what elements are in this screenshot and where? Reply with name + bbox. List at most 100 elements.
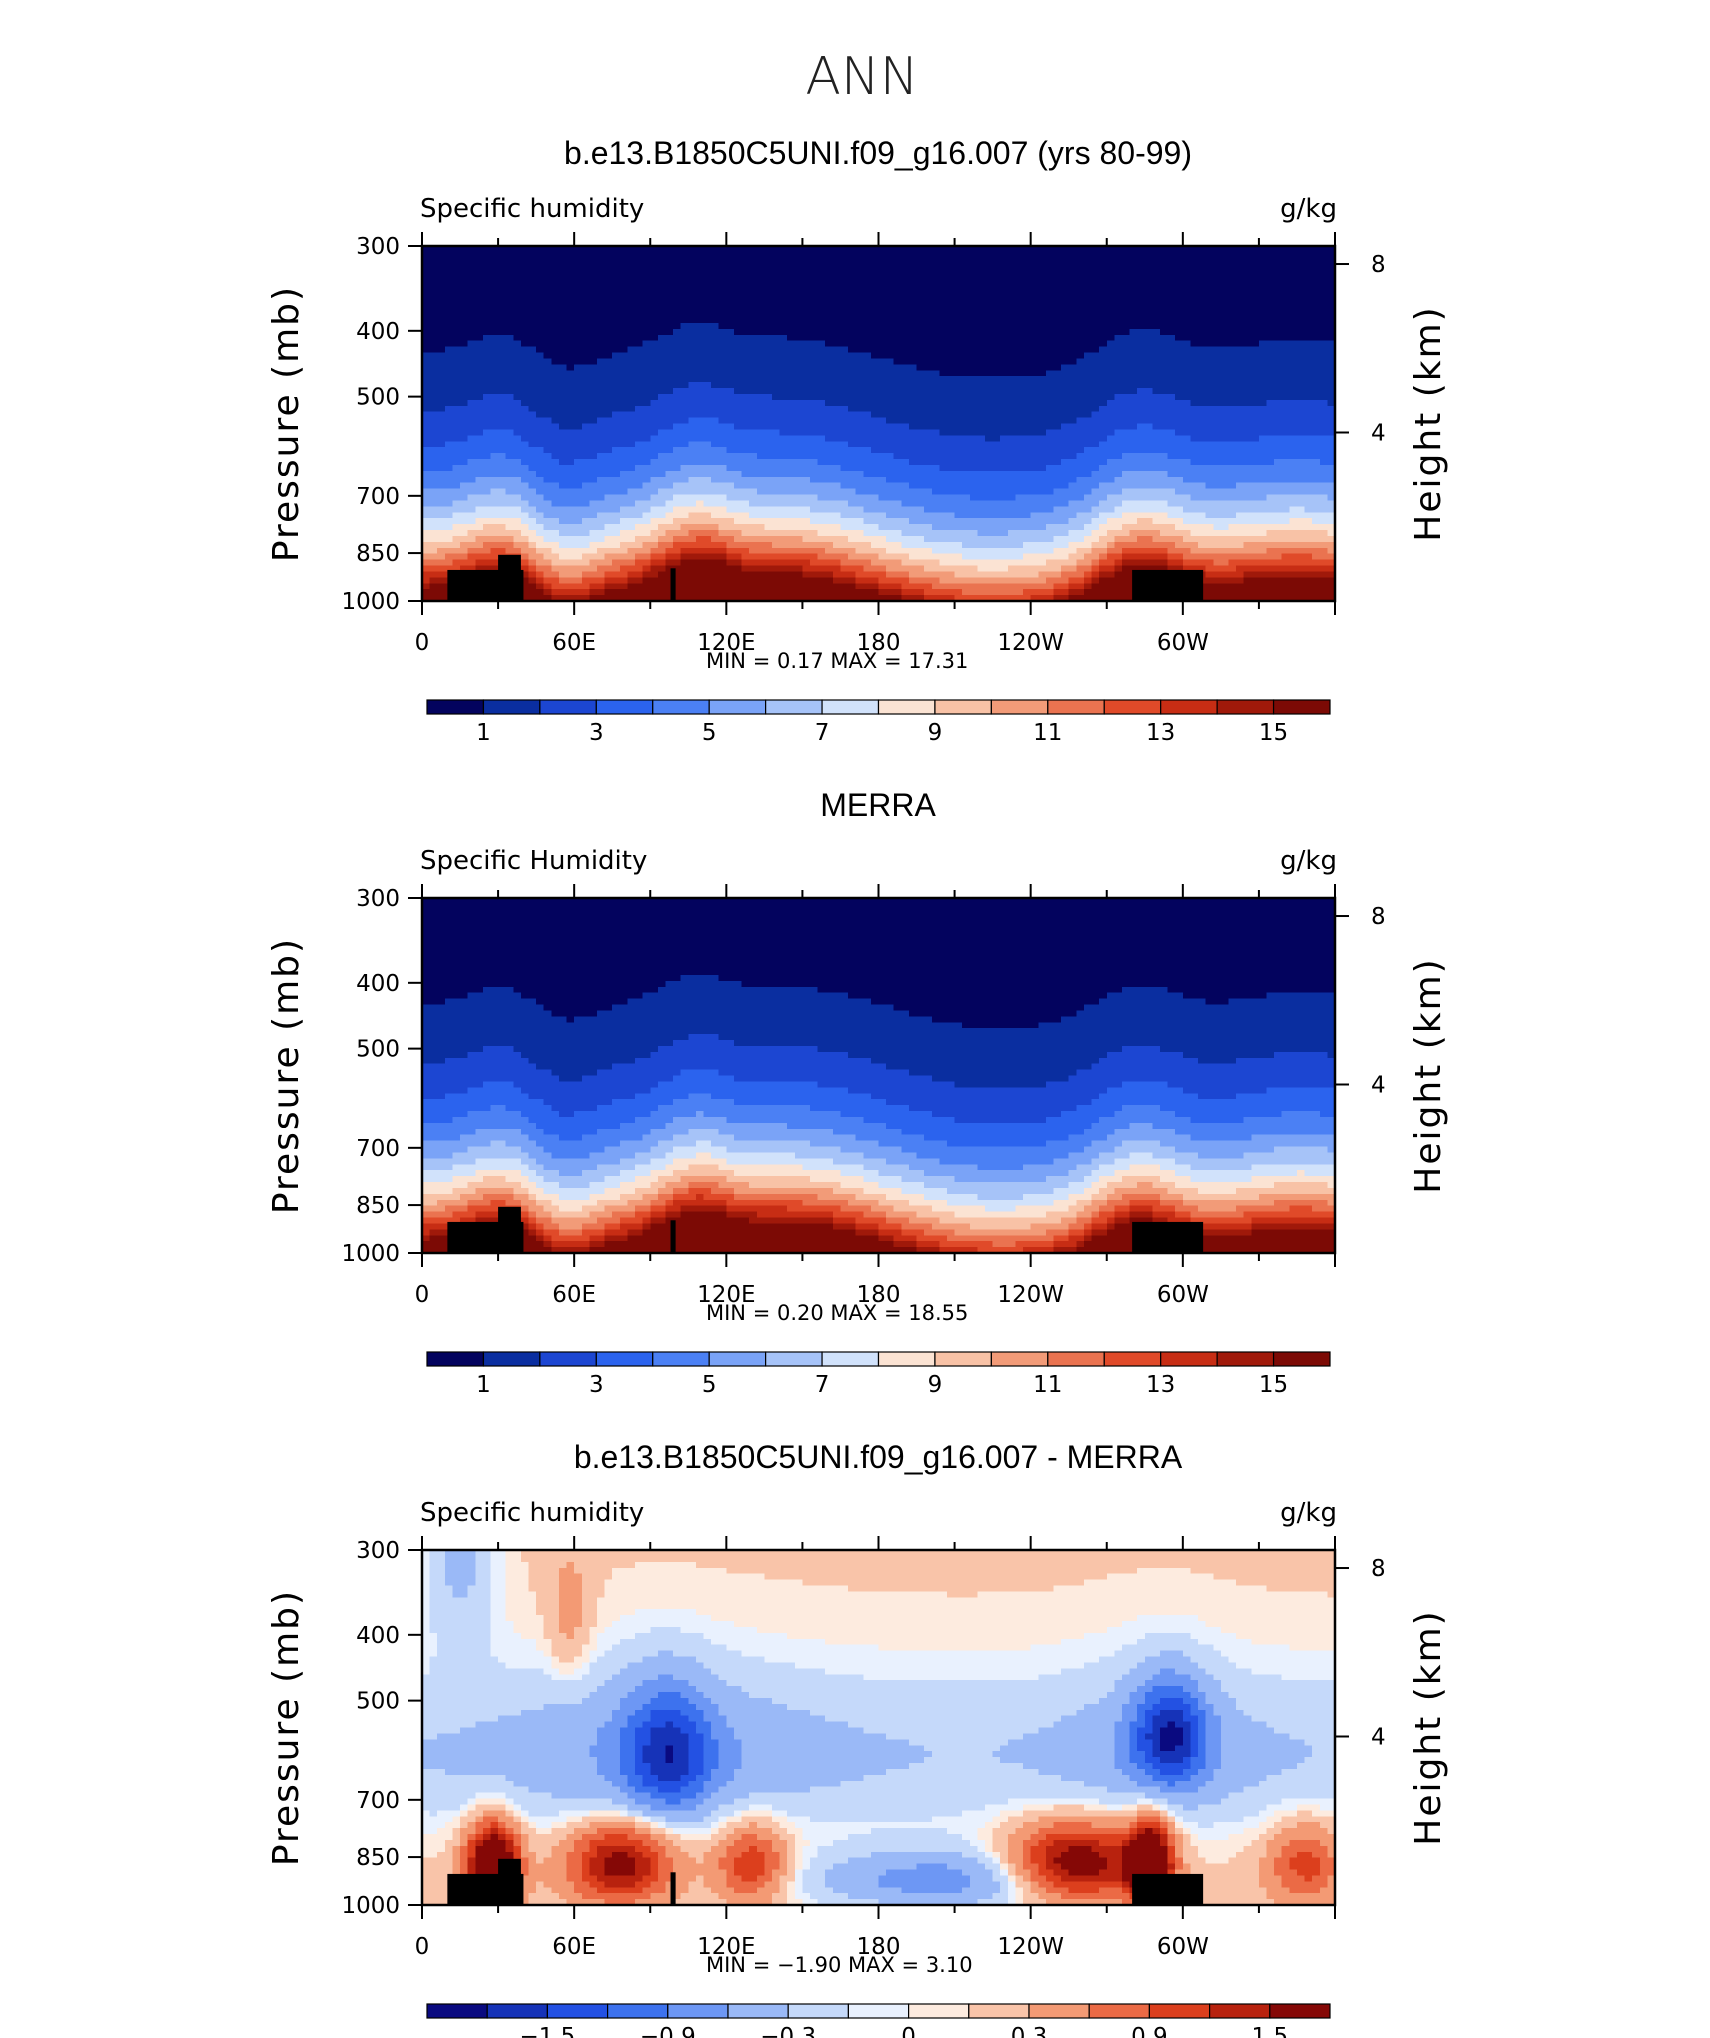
- field-cell: [1114, 441, 1123, 448]
- field-cell: [946, 340, 956, 348]
- field-cell: [1061, 269, 1070, 277]
- field-cell: [581, 305, 590, 312]
- field-cell: [1121, 340, 1131, 348]
- field-cell: [551, 352, 560, 360]
- field-cell: [589, 346, 598, 354]
- field-cell: [817, 263, 826, 271]
- field-cell: [954, 340, 963, 348]
- field-cell: [604, 281, 613, 289]
- field-cell: [444, 423, 454, 431]
- field-cell: [673, 358, 682, 365]
- field-cell: [520, 441, 530, 448]
- field-cell: [1190, 328, 1199, 336]
- field-cell: [954, 293, 963, 300]
- field-cell: [444, 417, 454, 425]
- field-cell: [551, 476, 560, 484]
- field-cell: [756, 263, 765, 271]
- field-cell: [513, 447, 522, 454]
- field-cell: [460, 476, 469, 484]
- field-cell: [1061, 441, 1070, 448]
- field-cell: [962, 435, 971, 442]
- field-cell: [908, 340, 918, 348]
- field-cell: [1327, 257, 1336, 265]
- field-cell: [1121, 382, 1131, 389]
- field-cell: [741, 488, 750, 496]
- field-cell: [962, 322, 971, 330]
- field-cell: [673, 317, 682, 324]
- field-cell: [741, 334, 750, 342]
- field-cell: [1205, 358, 1214, 365]
- field-cell: [422, 435, 431, 442]
- field-cell: [1083, 370, 1093, 377]
- field-cell: [1045, 441, 1055, 448]
- field-cell: [1236, 399, 1245, 407]
- field-cell: [886, 405, 895, 413]
- field-cell: [1007, 417, 1017, 425]
- field-cell: [711, 453, 720, 460]
- field-cell: [574, 317, 583, 324]
- field-cell: [924, 488, 933, 496]
- field-cell: [1213, 263, 1222, 271]
- field-cell: [1000, 447, 1009, 454]
- field-cell: [1030, 269, 1039, 277]
- field-cell: [1023, 382, 1032, 389]
- field-cell: [1106, 299, 1115, 306]
- field-cell: [749, 317, 758, 324]
- field-cell: [1289, 447, 1298, 454]
- field-cell: [1319, 417, 1328, 425]
- field-cell: [467, 305, 476, 312]
- field-cell: [635, 334, 644, 342]
- field-cell: [635, 417, 644, 425]
- field-cell: [840, 287, 849, 294]
- field-cell: [665, 447, 674, 454]
- field-cell: [1213, 287, 1222, 294]
- field-cell: [810, 423, 819, 431]
- field-cell: [574, 275, 583, 283]
- field-cell: [794, 482, 804, 490]
- field-cell: [589, 269, 598, 277]
- field-cell: [924, 447, 933, 454]
- field-cell: [779, 317, 788, 324]
- field-cell: [536, 246, 545, 253]
- field-cell: [1205, 459, 1214, 466]
- field-cell: [1258, 441, 1268, 448]
- field-cell: [635, 423, 644, 431]
- field-cell: [1053, 328, 1062, 336]
- field-cell: [1190, 352, 1199, 360]
- field-cell: [498, 382, 507, 389]
- field-cell: [581, 429, 590, 436]
- field-cell: [939, 476, 948, 484]
- field-cell: [855, 488, 864, 496]
- field-cell: [460, 464, 469, 472]
- field-cell: [505, 470, 514, 478]
- field-cell: [810, 322, 819, 330]
- field-cell: [528, 305, 537, 312]
- field-cell: [505, 257, 514, 265]
- field-cell: [520, 257, 530, 265]
- field-cell: [825, 263, 834, 271]
- field-cell: [1030, 251, 1039, 259]
- field-cell: [924, 435, 933, 442]
- field-cell: [505, 388, 514, 395]
- field-cell: [612, 464, 621, 472]
- field-cell: [574, 246, 583, 253]
- field-cell: [1198, 405, 1207, 413]
- field-cell: [1289, 352, 1298, 360]
- field-cell: [901, 447, 910, 454]
- field-cell: [1312, 382, 1321, 389]
- field-cell: [558, 464, 568, 472]
- field-cell: [1106, 293, 1115, 300]
- field-cell: [1228, 423, 1237, 431]
- field-cell: [870, 476, 880, 484]
- field-cell: [1228, 251, 1237, 259]
- field-cell: [1175, 328, 1184, 336]
- field-cell: [901, 376, 910, 383]
- field-cell: [505, 393, 514, 401]
- field-cell: [1015, 470, 1024, 478]
- field-cell: [787, 281, 796, 289]
- field-cell: [1007, 464, 1017, 472]
- field-cell: [832, 447, 842, 454]
- field-cell: [962, 263, 971, 271]
- field-cell: [1137, 246, 1146, 253]
- field-cell: [1144, 281, 1153, 289]
